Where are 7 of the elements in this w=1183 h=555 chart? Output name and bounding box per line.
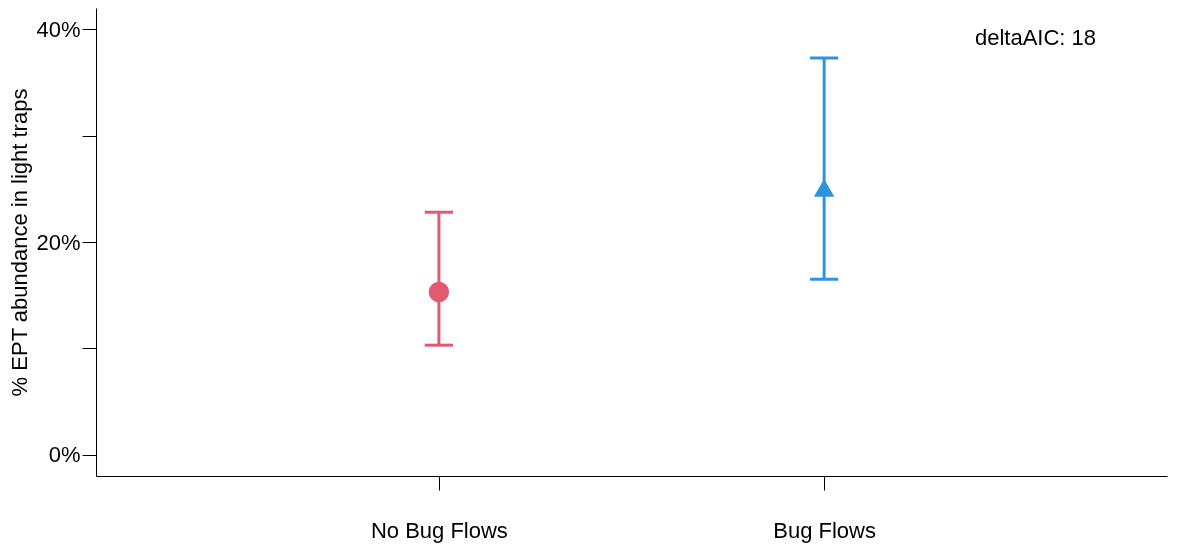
y-tick-label: 40%: [36, 16, 81, 42]
x-tick-label: No Bug Flows: [370, 517, 508, 543]
y-tick-label: 0%: [48, 442, 81, 468]
y-tick-label: 20%: [36, 229, 81, 255]
annotation: deltaAIC: 18: [974, 25, 1096, 50]
x-tick-label: Bug Flows: [773, 517, 876, 543]
y-axis-title: % EPT abundance in light traps: [7, 88, 33, 397]
